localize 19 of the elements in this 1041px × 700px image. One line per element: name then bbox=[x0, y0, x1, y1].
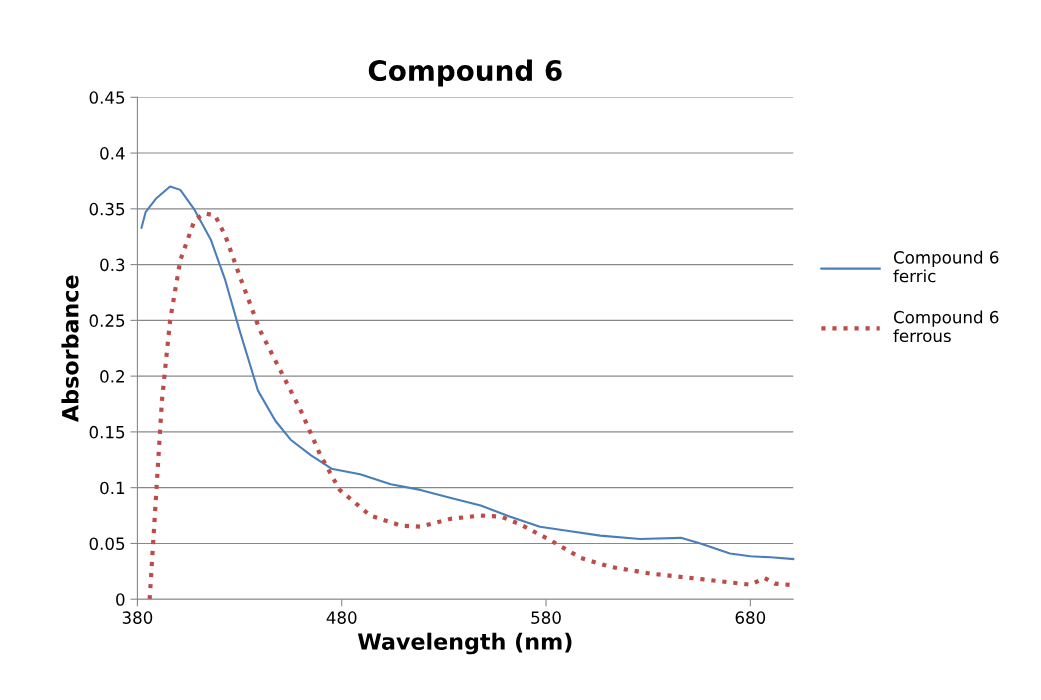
y-tick-label: 0.45 bbox=[89, 91, 125, 104]
chart-title: Compound 6 bbox=[368, 59, 562, 87]
y-tick-label: 0.2 bbox=[100, 370, 124, 383]
y-tick-label: 0.4 bbox=[100, 147, 125, 160]
y-tick-label: 0.35 bbox=[89, 202, 125, 216]
x-axis-title: Wavelength (nm) bbox=[357, 632, 572, 655]
y-tick-label: 0.05 bbox=[89, 537, 125, 550]
y-tick-label: 0 bbox=[116, 593, 125, 606]
y-tick-label: 0.25 bbox=[89, 314, 125, 327]
x-tick-label: 480 bbox=[326, 611, 357, 624]
y-tick-label: 0.1 bbox=[100, 481, 125, 495]
x-tick-label: 380 bbox=[122, 611, 153, 624]
legend-label: Compound 6 ferrous bbox=[893, 310, 999, 343]
x-tick-label: 580 bbox=[531, 611, 561, 624]
legend-label: Compound 6 ferric bbox=[893, 250, 999, 283]
y-tick-label: 0.3 bbox=[100, 258, 125, 272]
y-tick-label: 0.15 bbox=[89, 425, 125, 439]
x-tick-label: 680 bbox=[735, 611, 766, 624]
y-axis-title: Absorbance bbox=[61, 275, 79, 422]
